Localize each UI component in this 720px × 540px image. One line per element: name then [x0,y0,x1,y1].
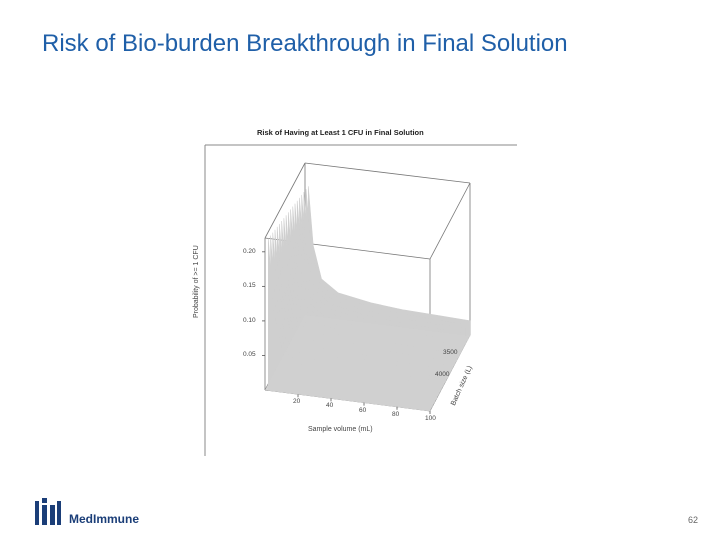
surface-floor [265,315,470,411]
box-edge-top [429,182,471,260]
chart-title: Risk of Having at Least 1 CFU in Final S… [257,128,424,137]
x-axis-label: Sample volume (mL) [308,426,373,433]
y-tick-label: 4000 [435,371,450,378]
surface-slice [305,189,469,341]
x-tick-label: 60 [359,406,367,414]
x-tick-label: 80 [392,410,400,418]
surface-plot-svg [204,144,517,456]
z-tick-label: 0.15 [243,282,256,290]
page-number: 62 [687,515,698,525]
z-axis-label: Probability of >= 1 CFU [193,245,200,318]
x-tick-label: 40 [326,402,334,410]
z-tick-label: 0.05 [243,351,256,359]
surface-plot [204,140,525,460]
surface-slice [308,186,471,337]
box-edge-top [304,162,471,184]
y-tick-label: 3500 [443,349,458,356]
x-tick-label: 20 [293,398,301,406]
medimmune-logo-icon [35,498,61,525]
surface-slice [303,191,466,345]
z-tick-label: 0.20 [243,247,256,255]
x-tick-label: 100 [425,415,436,422]
slide-title: Risk of Bio-burden Breakthrough in Final… [42,30,568,57]
logo-text: MedImmune [69,512,140,526]
box-edge-top [264,162,306,239]
z-tick-label: 0.10 [243,316,256,324]
